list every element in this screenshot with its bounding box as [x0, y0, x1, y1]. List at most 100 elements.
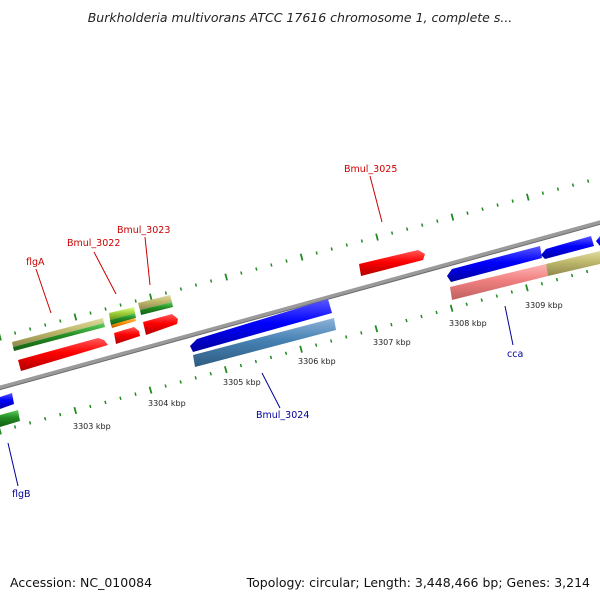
major-tick	[0, 427, 2, 435]
topology-text: Topology: circular; Length: 3,448,466 bp…	[246, 575, 590, 590]
gene-arrow-cca[interactable]	[447, 246, 542, 282]
gene-feature[interactable]	[546, 251, 600, 276]
minor-tick	[570, 273, 574, 278]
minor-tick	[255, 267, 258, 271]
minor-tick	[194, 376, 197, 380]
minor-tick	[330, 247, 333, 251]
major-tick	[73, 313, 78, 321]
major-tick	[148, 386, 153, 394]
minor-tick	[134, 299, 137, 303]
ruler-label: 3306 kbp	[298, 357, 336, 366]
gene-label-Bmul_3025[interactable]: Bmul_3025	[344, 164, 397, 175]
minor-tick	[360, 331, 363, 335]
gene-feature[interactable]	[111, 318, 136, 328]
minor-tick	[89, 311, 92, 315]
major-tick	[224, 366, 228, 374]
major-tick	[525, 284, 529, 292]
minor-tick	[59, 412, 62, 417]
minor-tick	[390, 322, 393, 327]
gene-label-flgB[interactable]: flgB	[12, 489, 31, 500]
major-tick	[224, 273, 228, 281]
minor-tick	[254, 359, 258, 364]
minor-tick	[104, 307, 107, 311]
minor-tick	[555, 277, 559, 282]
minor-tick	[13, 331, 17, 335]
ruler-label: 3303 kbp	[73, 422, 111, 431]
gene-label-Bmul_3024[interactable]: Bmul_3024	[256, 410, 309, 421]
ruler-label: 3305 kbp	[223, 378, 261, 387]
minor-tick	[360, 239, 364, 243]
minor-tick	[44, 323, 47, 327]
gene-label-cca[interactable]: cca	[507, 349, 523, 360]
gene-feature[interactable]	[140, 302, 173, 315]
major-tick	[375, 233, 379, 241]
gene-feature[interactable]	[109, 307, 135, 320]
minor-tick	[510, 290, 514, 294]
major-tick	[299, 345, 303, 353]
minor-tick	[586, 179, 590, 183]
gene-feature[interactable]	[541, 236, 594, 259]
minor-tick	[345, 243, 348, 247]
gene-arrow-Bmul_3023[interactable]	[143, 314, 178, 335]
minor-tick	[240, 271, 243, 275]
gene-arrow-Bmul_3025[interactable]	[359, 250, 425, 276]
minor-tick	[435, 310, 438, 315]
minor-tick	[480, 298, 483, 302]
minor-tick	[466, 211, 469, 215]
gene-arrow-flgB[interactable]	[0, 393, 14, 409]
minor-tick	[571, 183, 575, 187]
chromosome-backbone	[0, 220, 600, 390]
minor-tick	[405, 227, 409, 231]
minor-tick	[164, 384, 167, 388]
gene-feature[interactable]	[596, 236, 600, 246]
minor-tick	[164, 291, 168, 295]
gene-feature[interactable]	[110, 313, 136, 325]
label-leader	[7, 442, 19, 487]
major-tick	[526, 193, 530, 201]
ruler-label: 3307 kbp	[373, 338, 411, 347]
minor-tick	[119, 396, 122, 401]
gene-feature[interactable]	[12, 318, 104, 347]
minor-tick	[179, 380, 182, 384]
gene-feature[interactable]	[138, 295, 172, 310]
gene-arrow-Bmul_3022[interactable]	[114, 327, 140, 344]
minor-tick	[284, 351, 288, 356]
gene-feature[interactable]	[13, 323, 105, 351]
label-leader	[144, 236, 151, 286]
gene-feature[interactable]	[450, 264, 548, 300]
minor-tick	[405, 318, 408, 323]
gene-feature[interactable]	[0, 410, 20, 427]
gene-label-flgA[interactable]: flgA	[26, 257, 45, 268]
minor-tick	[119, 303, 122, 307]
minor-tick	[481, 207, 484, 211]
gene-arrow-flgA[interactable]	[18, 338, 108, 371]
label-leader	[35, 268, 52, 314]
gene-arrow-Bmul_3024[interactable]	[190, 299, 332, 352]
label-leader	[261, 372, 281, 409]
major-tick	[450, 213, 455, 221]
gene-feature[interactable]	[193, 318, 336, 367]
minor-tick	[285, 259, 288, 263]
minor-tick	[179, 287, 183, 291]
minor-tick	[209, 371, 212, 376]
minor-tick	[314, 343, 318, 347]
minor-tick	[390, 231, 394, 235]
gene-label-Bmul_3023[interactable]: Bmul_3023	[117, 225, 170, 236]
chromosome-backbone-shadow	[0, 223, 600, 391]
minor-tick	[104, 400, 107, 405]
minor-tick	[465, 302, 468, 306]
minor-tick	[28, 327, 32, 331]
minor-tick	[59, 319, 62, 323]
major-tick	[449, 304, 454, 312]
label-leader	[93, 251, 117, 295]
minor-tick	[540, 281, 544, 286]
minor-tick	[495, 294, 498, 298]
minor-tick	[436, 219, 439, 223]
minor-tick	[585, 269, 589, 274]
minor-tick	[345, 335, 348, 339]
top-tick-marks	[0, 179, 590, 341]
ruler-label: 3308 kbp	[449, 319, 487, 328]
gene-label-Bmul_3022[interactable]: Bmul_3022	[67, 238, 120, 249]
minor-tick	[13, 425, 17, 429]
minor-tick	[556, 187, 560, 191]
